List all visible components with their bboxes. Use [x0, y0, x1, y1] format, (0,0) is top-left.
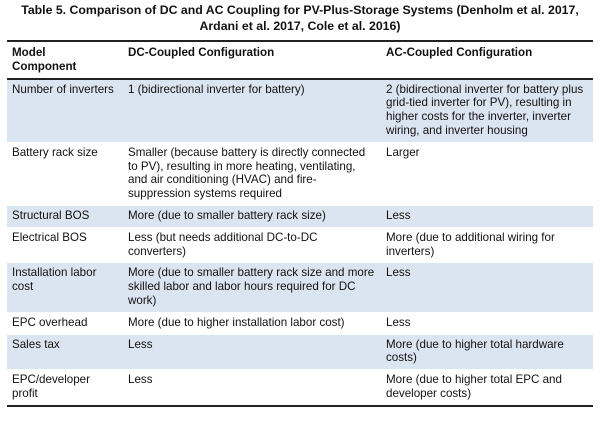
table-row: Number of inverters 1 (bidirectional inv… [7, 78, 593, 143]
table-body: Number of inverters 1 (bidirectional inv… [7, 78, 593, 406]
cell-ac: Less [386, 208, 411, 222]
cell-ac: Larger [386, 145, 420, 159]
table-row: Sales tax Less More (due to higher total… [7, 334, 593, 370]
header-model-component: Model Component [12, 46, 77, 73]
cell-dc: Less [128, 373, 153, 387]
cell-ac: Less [386, 266, 411, 280]
cell-dc: 1 (bidirectional inverter for battery) [128, 82, 305, 96]
caption-line-1: Table 5. Comparison of DC and AC Couplin… [21, 3, 579, 17]
table-row: Installation labor cost More (due to sma… [7, 262, 593, 313]
table-caption: Table 5. Comparison of DC and AC Couplin… [0, 0, 600, 34]
cell-ac: 2 (bidirectional inverter for battery pl… [386, 82, 584, 137]
cell-ac: More (due to additional wiring for inver… [386, 230, 555, 258]
cell-component: Structural BOS [12, 208, 90, 222]
table-row: Structural BOS More (due to smaller batt… [7, 205, 593, 228]
table-row: EPC/developer profit Less More (due to h… [7, 370, 593, 406]
cell-component: Number of inverters [12, 82, 114, 96]
cell-component: EPC overhead [12, 315, 88, 329]
cell-dc: More (due to smaller battery rack size) [128, 208, 326, 222]
table-row: Electrical BOS Less (but needs additiona… [7, 227, 593, 263]
cell-dc: Smaller (because battery is directly con… [128, 145, 366, 201]
header-dc-coupled: DC-Coupled Configuration [128, 46, 275, 59]
cell-component: Battery rack size [12, 145, 98, 159]
header-row: Model Component DC-Coupled Configuration… [7, 41, 593, 79]
cell-component: Electrical BOS [12, 230, 87, 244]
table-row: EPC overhead More (due to higher install… [7, 312, 593, 335]
cell-dc: Less (but needs additional DC-to-DC conv… [128, 230, 318, 258]
table-header: Model Component DC-Coupled Configuration… [7, 41, 593, 79]
cell-dc: Less [128, 337, 153, 351]
cell-component: Sales tax [12, 337, 60, 351]
cell-dc: More (due to higher installation labor c… [128, 315, 345, 329]
caption-line-2: Ardani et al. 2017, Cole et al. 2016) [199, 19, 401, 33]
cell-component: EPC/developer profit [12, 373, 90, 400]
cell-ac: More (due to higher total hardware costs… [386, 337, 564, 365]
comparison-table: Model Component DC-Coupled Configuration… [7, 40, 593, 407]
cell-ac: More (due to higher total EPC and develo… [386, 373, 562, 400]
table-row: Battery rack size Smaller (because batte… [7, 142, 593, 206]
cell-dc: More (due to smaller battery rack size a… [128, 266, 375, 307]
cell-component: Installation labor cost [12, 266, 97, 294]
cell-ac: Less [386, 315, 411, 329]
header-ac-coupled: AC-Coupled Configuration [386, 46, 533, 59]
